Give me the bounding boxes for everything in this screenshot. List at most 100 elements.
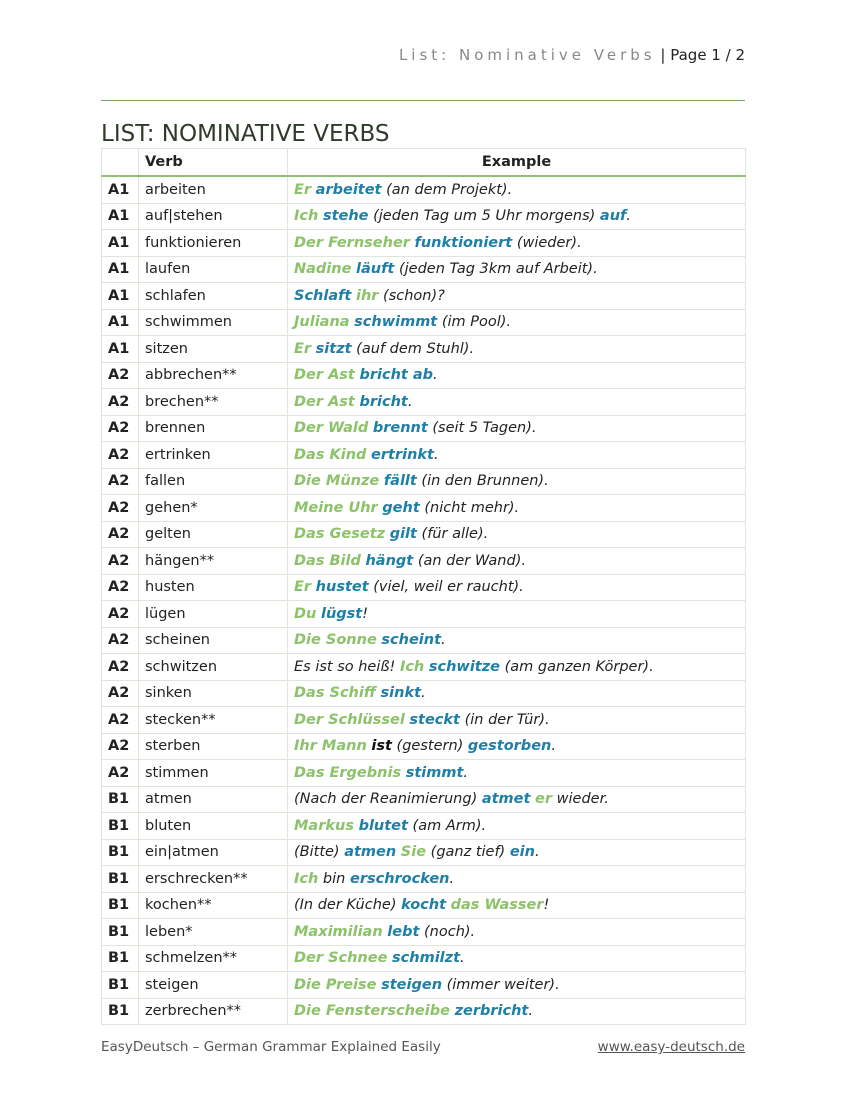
table-row: A2 stimmen Das Ergebnis stimmt. — [101, 759, 746, 787]
subject-text: Ich — [294, 870, 319, 887]
auxiliary-text: ist — [371, 738, 392, 755]
verb-text: hängt — [365, 552, 414, 569]
table-row: A2 sterben Ihr Mann ist (gestern) gestorbe… — [101, 732, 746, 760]
example-cell: Juliana schwimmt (im Pool). — [287, 308, 746, 336]
example-text: (in der Tür). — [459, 711, 550, 728]
example-text: (wieder). — [512, 234, 582, 251]
page-number: | Page 1 / 2 — [660, 46, 745, 64]
verb-cell: schlafen — [138, 282, 288, 310]
example-text: . — [528, 1003, 533, 1020]
example-text: (In der Küche) — [294, 897, 402, 914]
verb-text: bricht — [359, 393, 408, 410]
example-cell: (In der Küche) kocht das Wasser! — [287, 891, 746, 919]
example-text: (am Arm). — [407, 817, 487, 834]
example-text: wieder. — [552, 791, 609, 808]
level-cell: A2 — [101, 361, 139, 389]
table-row: A2 lügen Du lügst! — [101, 600, 746, 628]
table-header-row: Verb Example — [101, 148, 746, 177]
level-cell: B1 — [101, 785, 139, 813]
example-text: . — [534, 844, 540, 861]
verb-text: funktioniert — [414, 234, 513, 251]
verb-cell: schwitzen — [138, 653, 288, 681]
table-row: A1 laufen Nadine läuft (jeden Tag 3km auf … — [101, 255, 746, 283]
example-cell: Ich stehe (jeden Tag um 5 Uhr morgens) a… — [287, 202, 746, 230]
verb-cell: erschrecken** — [138, 865, 288, 893]
verb-cell: sterben — [138, 732, 288, 760]
level-cell: B1 — [101, 997, 139, 1025]
example-cell: Er arbeitet (an dem Projekt). — [287, 175, 746, 204]
level-cell: A1 — [101, 202, 139, 230]
example-text: (an der Wand). — [413, 552, 526, 569]
table-row: A2 schwitzen Es ist so heiß! Ich schwitze … — [101, 653, 746, 681]
level-cell: A2 — [101, 679, 139, 707]
verb-text: steckt — [409, 711, 460, 728]
verb-text: schmilzt — [392, 950, 460, 967]
verb-cell: arbeiten — [138, 175, 288, 204]
table-row: A2 abbrechen** Der Ast bricht ab. — [101, 361, 746, 389]
table-row: A2 sinken Das Schiff sinkt. — [101, 679, 746, 707]
level-cell: A1 — [101, 255, 139, 283]
verb-text: scheint — [381, 632, 441, 649]
table-row: A2 gehen* Meine Uhr geht (nicht mehr). — [101, 494, 746, 522]
column-header-example: Example — [287, 148, 746, 177]
example-cell: Das Gesetz gilt (für alle). — [287, 520, 746, 548]
example-text: . — [421, 685, 426, 702]
example-cell: Der Ast bricht. — [287, 388, 746, 416]
verb-cell: funktionieren — [138, 229, 288, 257]
example-text: (Bitte) — [294, 844, 345, 861]
table-row: A1 sitzen Er sitzt (auf dem Stuhl). — [101, 335, 746, 363]
example-cell: Der Wald brennt (seit 5 Tagen). — [287, 414, 746, 442]
example-text: (im Pool). — [437, 314, 512, 331]
level-cell: B1 — [101, 918, 139, 946]
level-cell: A2 — [101, 626, 139, 654]
example-text: (gestern) — [391, 738, 468, 755]
subject-text: Die Münze — [294, 473, 380, 490]
example-text: . — [460, 950, 465, 967]
example-text: . — [463, 764, 468, 781]
verb-text: erschrocken — [349, 870, 450, 887]
level-cell: A1 — [101, 308, 139, 336]
verb-text: stimmt — [405, 764, 464, 781]
example-text: (auf dem Stuhl). — [351, 340, 475, 357]
footer-link[interactable]: www.easy-deutsch.de — [597, 1039, 745, 1055]
example-text: (ganz tief) — [426, 844, 510, 861]
subject-text: Der Schnee — [294, 950, 388, 967]
verb-cell: ein|atmen — [138, 838, 288, 866]
verb-text: schwimmt — [354, 314, 438, 331]
example-text: (immer weiter). — [442, 976, 560, 993]
example-text: . — [449, 870, 455, 887]
verb-cell: ertrinken — [138, 441, 288, 469]
level-cell: B1 — [101, 971, 139, 999]
example-text: (Nach der Reanimierung) — [294, 791, 482, 808]
subject-text: Die Fensterscheibe — [294, 1003, 450, 1020]
table-row: B1 steigen Die Preise steigen (immer weite… — [101, 971, 746, 999]
table-row: B1 erschrecken** Ich bin erschrocken. — [101, 865, 746, 893]
example-cell: Nadine läuft (jeden Tag 3km auf Arbeit). — [287, 255, 746, 283]
subject-text: Er — [294, 579, 312, 596]
subject-text: Du — [294, 605, 317, 622]
level-cell: A1 — [101, 175, 139, 204]
running-header: List: Nominative Verbs | Page 1 / 2 — [399, 46, 745, 64]
verb-cell: lügen — [138, 600, 288, 628]
verb-cell: hängen** — [138, 547, 288, 575]
level-cell: B1 — [101, 838, 139, 866]
level-cell: A2 — [101, 732, 139, 760]
subject-text: Das Bild — [294, 552, 361, 569]
table-row: A1 schwimmen Juliana schwimmt (im Pool). — [101, 308, 746, 336]
verb-text: atmen — [344, 844, 397, 861]
level-cell: A1 — [101, 229, 139, 257]
table-row: A2 fallen Die Münze fällt (in den Brunnen)… — [101, 467, 746, 495]
example-cell: Das Kind ertrinkt. — [287, 441, 746, 469]
example-text: (in den Brunnen). — [416, 473, 549, 490]
verb-text: hustet — [315, 579, 369, 596]
subject-text: Ich — [399, 658, 425, 675]
verb-cell: sinken — [138, 679, 288, 707]
level-cell: A2 — [101, 388, 139, 416]
verb-cell: auf|stehen — [138, 202, 288, 230]
table-row: A2 stecken** Der Schlüssel steckt (in der … — [101, 706, 746, 734]
table-row: B1 ein|atmen (Bitte) atmen Sie (ganz tief)… — [101, 838, 746, 866]
example-cell: Der Ast bricht ab. — [287, 361, 746, 389]
verb-cell: schmelzen** — [138, 944, 288, 972]
example-text: (für alle). — [416, 526, 489, 543]
verb-cell: gelten — [138, 520, 288, 548]
